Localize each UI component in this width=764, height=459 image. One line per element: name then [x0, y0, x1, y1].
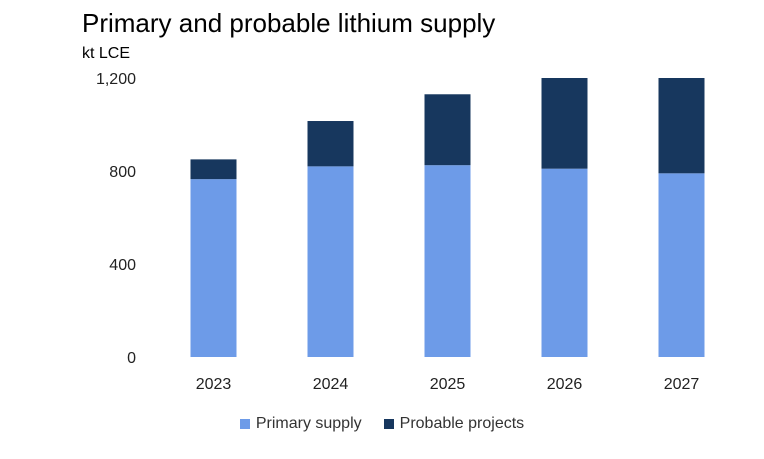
y-tick-label-2: 800 [109, 164, 136, 181]
bar-primary-2023 [190, 179, 237, 357]
bar-primary-2026 [541, 168, 588, 357]
bar-probable-2023 [190, 159, 237, 180]
x-tick-label-2023: 2023 [196, 376, 232, 393]
bar-primary-2027 [658, 173, 705, 357]
x-tick-label-2026: 2026 [547, 376, 583, 393]
y-tick-label-1: 400 [109, 257, 136, 274]
legend-swatch-primary [239, 419, 250, 429]
chart-plot: 0 400 800 1,200 2023 2024 2025 2026 2027 [96, 71, 705, 393]
legend-item-primary: Primary supply [239, 414, 362, 434]
y-axis-unit-label: kt LCE [82, 45, 131, 62]
legend-swatch-probable [383, 419, 394, 429]
legend-item-probable: Probable projects [383, 414, 525, 434]
bar-probable-2026 [541, 78, 588, 169]
bar-probable-2024 [307, 121, 354, 167]
legend-label-probable: Probable projects [399, 415, 525, 432]
legend-label-primary: Primary supply [255, 415, 362, 432]
y-tick-label-3: 1,200 [96, 71, 136, 88]
x-tick-label-2025: 2025 [430, 376, 466, 393]
bar-probable-2025 [424, 94, 471, 166]
chart-legend: Primary supply Probable projects [0, 414, 764, 434]
x-tick-label-2024: 2024 [313, 376, 349, 393]
x-tick-label-2027: 2027 [664, 376, 700, 393]
bar-primary-2025 [424, 165, 471, 357]
bar-primary-2024 [307, 166, 354, 357]
y-tick-label-0: 0 [127, 350, 136, 367]
bar-probable-2027 [658, 78, 705, 174]
chart-title: Primary and probable lithium supply [82, 8, 496, 38]
